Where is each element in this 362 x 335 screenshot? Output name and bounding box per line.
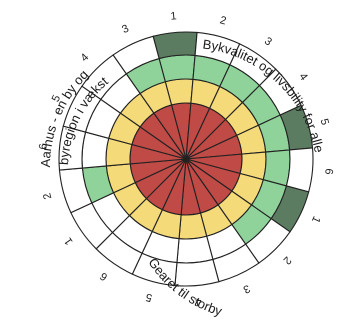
tick-label-1-2: 2 [219, 14, 228, 27]
tick-label-1-1: 1 [170, 10, 177, 22]
sector-1-1-ring-4 [152, 31, 198, 60]
tick-label-3-3: 6 [37, 143, 49, 150]
wheel-sectors [58, 31, 314, 287]
tick-label-1-3: 3 [262, 35, 274, 48]
sector-3-6-ring-4 [112, 35, 160, 75]
tick-label-1-6: 6 [322, 168, 334, 175]
tick-label-1-4: 4 [296, 71, 309, 83]
tick-label-2-1: 1 [309, 214, 322, 225]
sector-1-6-ring-4 [285, 147, 314, 193]
tick-label-2-3: 3 [241, 282, 252, 295]
tick-label-2-5: 5 [144, 291, 153, 304]
tick-label-2-4: 4 [195, 295, 202, 307]
tick-label-2-2: 2 [281, 254, 294, 267]
tick-label-3-5: 4 [78, 51, 91, 64]
sector-2-4-ring-3 [176, 235, 214, 264]
tick-label-3-2: 2 [41, 192, 54, 201]
tick-label-3-1: 1 [62, 235, 75, 247]
tick-label-3-6: 3 [120, 23, 131, 36]
tick-label-3-4: 5 [50, 93, 63, 104]
tick-label-1-5: 5 [318, 117, 331, 126]
tick-label-2-6: 6 [98, 269, 110, 282]
